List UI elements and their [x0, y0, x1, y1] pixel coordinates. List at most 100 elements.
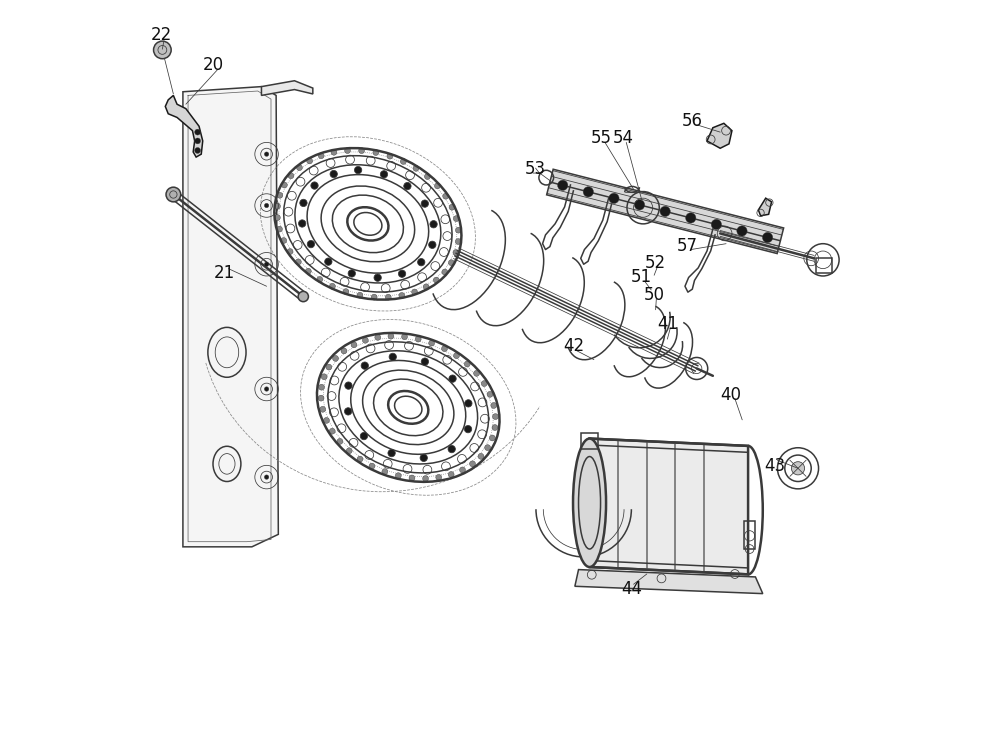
Circle shape — [412, 289, 418, 295]
Circle shape — [791, 462, 805, 475]
Circle shape — [331, 149, 337, 155]
Polygon shape — [707, 123, 732, 148]
Circle shape — [487, 391, 493, 397]
Text: 40: 40 — [721, 386, 742, 404]
Circle shape — [344, 407, 352, 415]
Circle shape — [460, 467, 465, 473]
Circle shape — [449, 204, 455, 210]
Circle shape — [317, 277, 323, 283]
Circle shape — [330, 170, 337, 178]
Text: 54: 54 — [613, 129, 634, 147]
Circle shape — [400, 159, 406, 164]
Text: 20: 20 — [203, 56, 224, 73]
Circle shape — [425, 173, 430, 179]
Text: 22: 22 — [150, 26, 172, 44]
Circle shape — [423, 476, 429, 482]
Circle shape — [413, 165, 419, 171]
Circle shape — [609, 193, 619, 203]
Circle shape — [492, 424, 498, 430]
Circle shape — [455, 228, 461, 233]
Text: 43: 43 — [765, 457, 786, 475]
Circle shape — [296, 164, 302, 170]
Circle shape — [333, 355, 338, 361]
Circle shape — [449, 375, 456, 382]
Circle shape — [433, 277, 439, 283]
Circle shape — [375, 335, 381, 341]
Circle shape — [583, 186, 593, 197]
Circle shape — [711, 219, 722, 230]
Circle shape — [320, 407, 326, 413]
Circle shape — [388, 449, 395, 457]
Circle shape — [307, 158, 313, 164]
Text: 51: 51 — [631, 269, 652, 286]
Text: 44: 44 — [622, 580, 643, 597]
Circle shape — [389, 353, 396, 360]
Text: 55: 55 — [591, 129, 612, 147]
Circle shape — [409, 475, 415, 481]
Circle shape — [442, 269, 448, 275]
Circle shape — [264, 203, 269, 208]
Circle shape — [421, 358, 429, 366]
Circle shape — [345, 148, 350, 153]
Circle shape — [360, 432, 368, 440]
Circle shape — [402, 334, 407, 340]
Circle shape — [434, 183, 440, 189]
Bar — [581, 432, 598, 449]
Circle shape — [385, 294, 391, 300]
Circle shape — [448, 471, 454, 477]
Circle shape — [474, 371, 480, 377]
Circle shape — [421, 200, 428, 207]
Polygon shape — [261, 81, 313, 95]
Circle shape — [305, 269, 311, 275]
Circle shape — [470, 461, 475, 467]
Circle shape — [264, 387, 269, 391]
Circle shape — [321, 374, 327, 379]
Circle shape — [348, 270, 355, 277]
Circle shape — [660, 206, 670, 217]
Circle shape — [300, 199, 307, 206]
Circle shape — [166, 187, 181, 202]
Circle shape — [478, 454, 484, 459]
Circle shape — [354, 167, 362, 174]
Circle shape — [195, 148, 201, 153]
Circle shape — [281, 182, 287, 188]
Circle shape — [398, 270, 406, 277]
Circle shape — [429, 340, 435, 346]
Circle shape — [351, 342, 357, 348]
Circle shape — [319, 385, 324, 390]
Circle shape — [442, 346, 447, 352]
Circle shape — [195, 129, 201, 135]
Circle shape — [359, 148, 365, 153]
Polygon shape — [758, 198, 772, 216]
Circle shape — [329, 283, 335, 289]
Circle shape — [436, 474, 442, 480]
Circle shape — [371, 294, 377, 300]
Circle shape — [329, 428, 335, 434]
Circle shape — [481, 381, 487, 387]
Circle shape — [154, 41, 171, 59]
Circle shape — [453, 216, 459, 222]
Circle shape — [404, 183, 411, 190]
Circle shape — [465, 400, 472, 407]
Circle shape — [455, 239, 461, 244]
Circle shape — [489, 435, 495, 441]
Circle shape — [369, 463, 375, 469]
Circle shape — [634, 200, 645, 210]
Circle shape — [454, 353, 459, 359]
Text: 53: 53 — [525, 160, 546, 178]
Circle shape — [357, 292, 363, 298]
Circle shape — [361, 362, 368, 369]
Circle shape — [275, 203, 280, 209]
Circle shape — [374, 274, 381, 281]
Circle shape — [264, 152, 269, 156]
Bar — [744, 521, 755, 549]
Circle shape — [277, 226, 282, 232]
Circle shape — [418, 258, 425, 266]
Circle shape — [288, 172, 294, 178]
Circle shape — [388, 333, 394, 339]
Circle shape — [415, 336, 421, 342]
Circle shape — [324, 418, 329, 424]
Circle shape — [448, 446, 455, 453]
Text: 57: 57 — [677, 237, 698, 255]
Circle shape — [380, 170, 388, 178]
